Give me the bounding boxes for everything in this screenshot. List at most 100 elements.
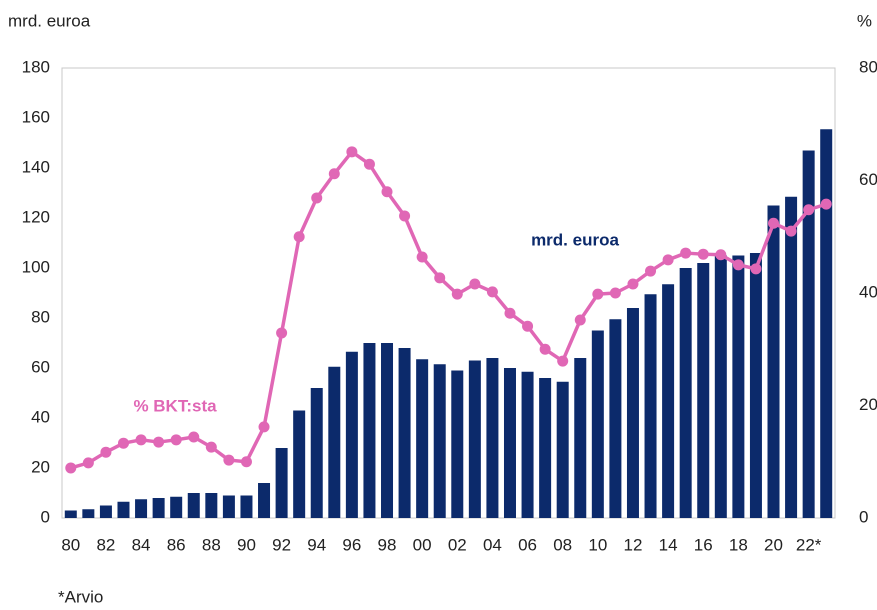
point bbox=[311, 192, 323, 204]
plot-frame bbox=[61, 67, 836, 519]
x-tick-label: 82 bbox=[96, 535, 115, 554]
point bbox=[205, 441, 217, 453]
point bbox=[557, 355, 569, 367]
line bbox=[70, 150, 827, 470]
x-tick-label: 98 bbox=[378, 535, 397, 554]
x-tick-label: 00 bbox=[413, 535, 432, 554]
bar bbox=[486, 358, 499, 518]
y-tick-label: 140 bbox=[22, 157, 50, 176]
x-tick-label: 22* bbox=[796, 535, 822, 554]
x-tick-label: 96 bbox=[342, 535, 361, 554]
x-tick-label: 84 bbox=[132, 535, 151, 554]
bar bbox=[187, 493, 200, 518]
x-tick-label: 12 bbox=[624, 535, 643, 554]
point bbox=[662, 254, 674, 266]
bar bbox=[381, 343, 394, 518]
point bbox=[486, 286, 498, 298]
point bbox=[434, 272, 446, 284]
bar bbox=[626, 308, 639, 518]
bar bbox=[468, 360, 481, 518]
bar bbox=[433, 364, 446, 518]
point bbox=[785, 225, 797, 237]
bar bbox=[328, 366, 341, 518]
x-tick-label: 02 bbox=[448, 535, 467, 554]
bar bbox=[591, 330, 604, 518]
bar bbox=[117, 501, 130, 518]
x-tick-label: 94 bbox=[307, 535, 326, 554]
point bbox=[820, 198, 832, 210]
bar bbox=[293, 410, 306, 518]
bar bbox=[767, 205, 780, 518]
bar bbox=[363, 343, 376, 518]
bar bbox=[679, 268, 692, 518]
point bbox=[627, 278, 639, 290]
bar bbox=[503, 368, 516, 518]
bar bbox=[398, 348, 411, 518]
bar bbox=[170, 496, 183, 518]
point bbox=[768, 217, 780, 229]
y-tick-label: 120 bbox=[22, 207, 50, 226]
x-tick-label: 16 bbox=[694, 535, 713, 554]
y-axis-label: mrd. euroa bbox=[8, 11, 91, 30]
point bbox=[363, 158, 375, 170]
y2-tick-label: 80 bbox=[859, 57, 877, 76]
bar bbox=[539, 378, 552, 518]
point bbox=[451, 288, 463, 300]
point bbox=[645, 265, 657, 277]
y2-axis-label: % bbox=[857, 11, 872, 30]
point bbox=[346, 146, 358, 158]
point bbox=[188, 431, 200, 443]
x-tick-label: 14 bbox=[659, 535, 678, 554]
x-tick-label: 80 bbox=[61, 535, 80, 554]
bar bbox=[205, 493, 218, 518]
bar bbox=[345, 351, 358, 518]
x-tick-label: 20 bbox=[764, 535, 783, 554]
x-tick-label: 08 bbox=[553, 535, 572, 554]
bar bbox=[99, 505, 112, 518]
point bbox=[732, 259, 744, 271]
point bbox=[135, 434, 147, 446]
footnote: *Arvio bbox=[58, 587, 103, 606]
point bbox=[750, 263, 762, 275]
point bbox=[223, 454, 235, 466]
point bbox=[522, 320, 534, 332]
x-tick-label: 88 bbox=[202, 535, 221, 554]
bar bbox=[64, 510, 77, 518]
point bbox=[697, 248, 709, 260]
bar bbox=[240, 495, 253, 518]
bar bbox=[644, 294, 657, 518]
point bbox=[680, 247, 692, 259]
point bbox=[504, 307, 516, 319]
bar bbox=[416, 359, 429, 518]
point bbox=[100, 446, 112, 458]
point bbox=[803, 204, 815, 216]
point bbox=[170, 434, 182, 446]
bar bbox=[749, 253, 762, 518]
point bbox=[65, 462, 77, 474]
x-tick-label: 92 bbox=[272, 535, 291, 554]
point bbox=[539, 343, 551, 355]
bar bbox=[82, 509, 95, 518]
bar bbox=[697, 263, 710, 518]
bar bbox=[714, 255, 727, 518]
bar bbox=[222, 495, 235, 518]
bar bbox=[310, 388, 323, 518]
y-tick-label: 60 bbox=[31, 357, 50, 376]
bar bbox=[258, 483, 271, 518]
bar bbox=[521, 371, 534, 518]
bar bbox=[135, 499, 148, 518]
bar bbox=[152, 498, 165, 518]
y-tick-label: 0 bbox=[41, 507, 50, 526]
x-tick-label: 18 bbox=[729, 535, 748, 554]
point bbox=[592, 288, 604, 300]
bar bbox=[785, 196, 798, 518]
point bbox=[328, 168, 340, 180]
y2-tick-label: 60 bbox=[859, 170, 877, 189]
point bbox=[399, 210, 411, 222]
bar bbox=[732, 255, 745, 518]
y2-tick-label: 20 bbox=[859, 395, 877, 414]
point bbox=[293, 231, 305, 243]
x-tick-label: 06 bbox=[518, 535, 537, 554]
bar bbox=[662, 284, 675, 518]
